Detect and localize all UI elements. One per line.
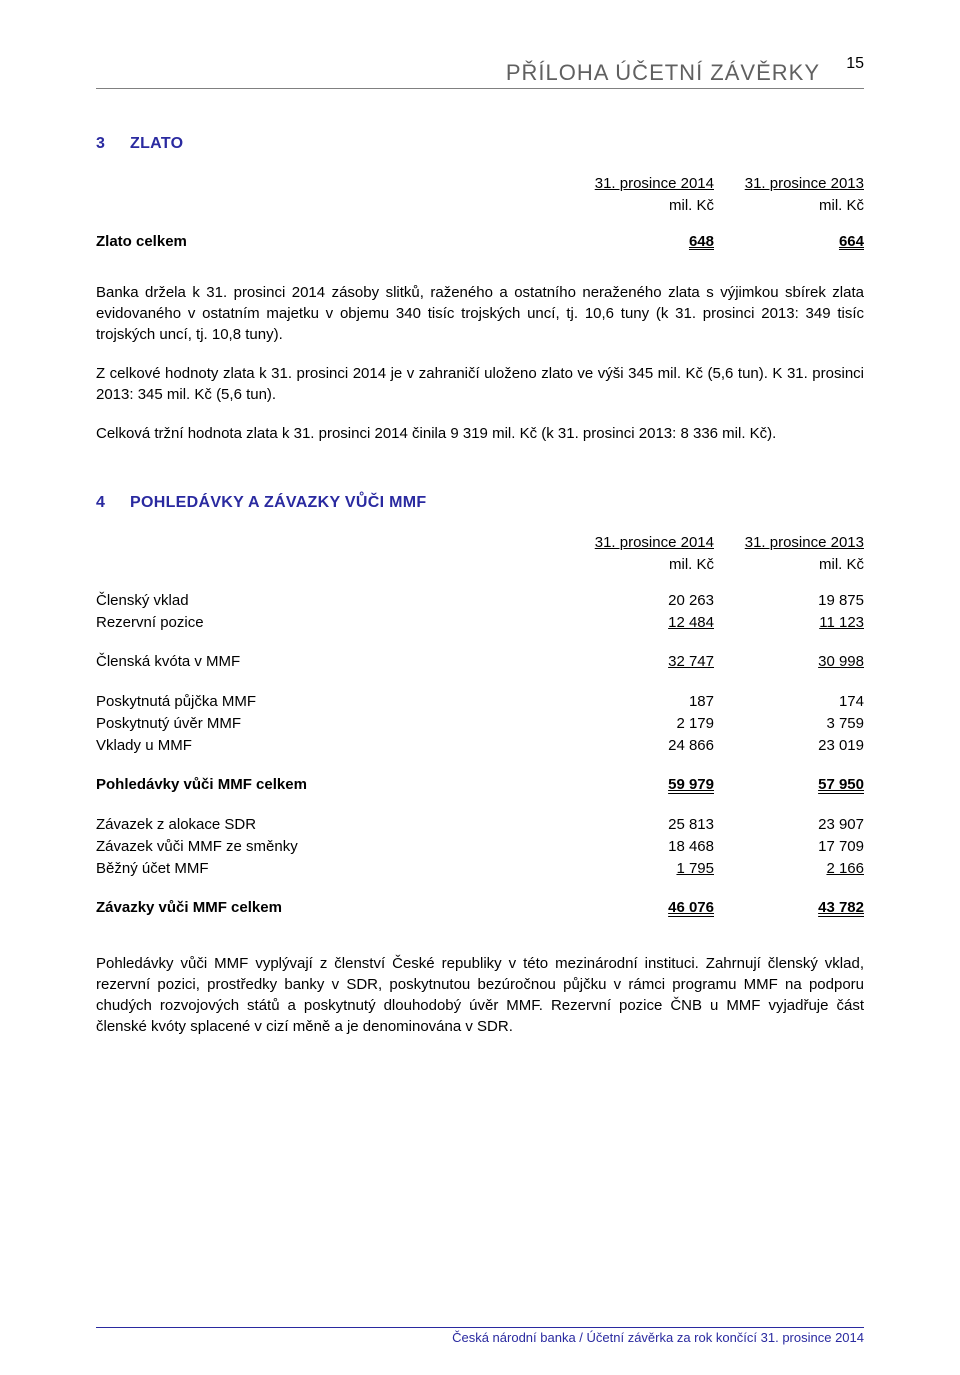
row-value-2014: 20 263 xyxy=(564,590,714,612)
row-value-2014: 2 179 xyxy=(564,713,714,735)
page-number: 15 xyxy=(840,55,864,73)
row-label: Rezervní pozice xyxy=(96,612,564,634)
table-row: Členský vklad 20 263 19 875 xyxy=(96,590,864,612)
col-header-2013: 31. prosince 2013 xyxy=(714,532,864,554)
table-row: Členská kvóta v MMF 32 747 30 998 xyxy=(96,651,864,673)
row-label: Poskytnutý úvěr MMF xyxy=(96,713,564,735)
row-value-2014: 12 484 xyxy=(564,612,714,634)
section-number: 4 xyxy=(96,494,130,512)
unit-2013: mil. Kč xyxy=(714,554,864,576)
table-zlato: 31. prosince 2014 31. prosince 2013 mil.… xyxy=(96,173,864,252)
row-value-2014: 25 813 xyxy=(564,814,714,836)
table-row: Rezervní pozice 12 484 11 123 xyxy=(96,612,864,634)
col-header-2014: 31. prosince 2014 xyxy=(564,173,714,195)
row-value-2013: 11 123 xyxy=(714,612,864,634)
table-unit-row: mil. Kč mil. Kč xyxy=(96,195,864,217)
row-label: Vklady u MMF xyxy=(96,735,564,757)
row-value-2013: 43 782 xyxy=(714,897,864,919)
unit-2013: mil. Kč xyxy=(714,195,864,217)
page-header: PŘÍLOHA ÚČETNÍ ZÁVĚRKY 15 xyxy=(96,60,864,89)
row-label: Zlato celkem xyxy=(96,231,564,253)
col-header-2013: 31. prosince 2013 xyxy=(714,173,864,195)
paragraph: Banka držela k 31. prosinci 2014 zásoby … xyxy=(96,282,864,345)
footer-text: Česká národní banka / Účetní závěrka za … xyxy=(452,1330,864,1345)
section-heading-mmf: 4 POHLEDÁVKY A ZÁVAZKY VŮČI MMF xyxy=(96,494,864,512)
table-row-total: Závazky vůči MMF celkem 46 076 43 782 xyxy=(96,897,864,919)
row-value-2014: 1 795 xyxy=(564,858,714,880)
table-header-row: 31. prosince 2014 31. prosince 2013 xyxy=(96,532,864,554)
section-number: 3 xyxy=(96,135,130,153)
row-label: Běžný účet MMF xyxy=(96,858,564,880)
table-unit-row: mil. Kč mil. Kč xyxy=(96,554,864,576)
row-value-2013: 23 907 xyxy=(714,814,864,836)
row-value-2013: 3 759 xyxy=(714,713,864,735)
row-value-2013: 664 xyxy=(714,231,864,253)
row-value-2014: 32 747 xyxy=(564,651,714,673)
table-row: Závazek vůči MMF ze směnky 18 468 17 709 xyxy=(96,836,864,858)
row-value-2013: 30 998 xyxy=(714,651,864,673)
row-value-2014: 46 076 xyxy=(564,897,714,919)
paragraph: Celková tržní hodnota zlata k 31. prosin… xyxy=(96,423,864,444)
row-label: Závazky vůči MMF celkem xyxy=(96,897,564,919)
row-label: Pohledávky vůči MMF celkem xyxy=(96,774,564,796)
table-row-total: Pohledávky vůči MMF celkem 59 979 57 950 xyxy=(96,774,864,796)
row-label: Členská kvóta v MMF xyxy=(96,651,564,673)
row-label: Členský vklad xyxy=(96,590,564,612)
row-value-2013: 19 875 xyxy=(714,590,864,612)
header-title: PŘÍLOHA ÚČETNÍ ZÁVĚRKY xyxy=(506,60,820,86)
unit-2014: mil. Kč xyxy=(564,195,714,217)
table-row: Poskytnutý úvěr MMF 2 179 3 759 xyxy=(96,713,864,735)
section-title: ZLATO xyxy=(130,135,183,153)
table-row: Závazek z alokace SDR 25 813 23 907 xyxy=(96,814,864,836)
table-row: Poskytnutá půjčka MMF 187 174 xyxy=(96,691,864,713)
table-mmf: 31. prosince 2014 31. prosince 2013 mil.… xyxy=(96,532,864,919)
col-header-2014: 31. prosince 2014 xyxy=(564,532,714,554)
table-row: Vklady u MMF 24 866 23 019 xyxy=(96,735,864,757)
row-value-2014: 59 979 xyxy=(564,774,714,796)
row-label: Závazek z alokace SDR xyxy=(96,814,564,836)
footer: Česká národní banka / Účetní závěrka za … xyxy=(96,1327,864,1345)
table-header-row: 31. prosince 2014 31. prosince 2013 xyxy=(96,173,864,195)
row-label: Poskytnutá půjčka MMF xyxy=(96,691,564,713)
row-value-2014: 648 xyxy=(564,231,714,253)
row-value-2014: 18 468 xyxy=(564,836,714,858)
unit-2014: mil. Kč xyxy=(564,554,714,576)
row-value-2014: 187 xyxy=(564,691,714,713)
row-value-2013: 2 166 xyxy=(714,858,864,880)
table-row: Zlato celkem 648 664 xyxy=(96,231,864,253)
row-value-2014: 24 866 xyxy=(564,735,714,757)
row-label: Závazek vůči MMF ze směnky xyxy=(96,836,564,858)
page: PŘÍLOHA ÚČETNÍ ZÁVĚRKY 15 3 ZLATO 31. pr… xyxy=(0,0,960,1375)
table-row: Běžný účet MMF 1 795 2 166 xyxy=(96,858,864,880)
row-value-2013: 17 709 xyxy=(714,836,864,858)
row-value-2013: 174 xyxy=(714,691,864,713)
section-heading-zlato: 3 ZLATO xyxy=(96,135,864,153)
row-value-2013: 23 019 xyxy=(714,735,864,757)
paragraph: Z celkové hodnoty zlata k 31. prosinci 2… xyxy=(96,363,864,405)
row-value-2013: 57 950 xyxy=(714,774,864,796)
paragraph: Pohledávky vůči MMF vyplývají z členství… xyxy=(96,953,864,1037)
section-title: POHLEDÁVKY A ZÁVAZKY VŮČI MMF xyxy=(130,494,426,512)
